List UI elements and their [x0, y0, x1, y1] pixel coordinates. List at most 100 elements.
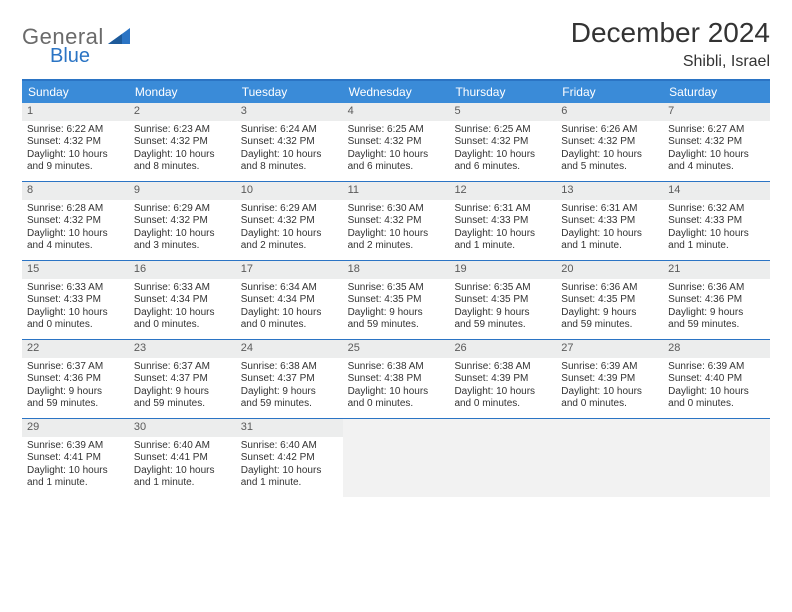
calendar-day: 17Sunrise: 6:34 AMSunset: 4:34 PMDayligh… [236, 261, 343, 339]
day-number: 3 [236, 103, 343, 121]
calendar-day: 25Sunrise: 6:38 AMSunset: 4:38 PMDayligh… [343, 340, 450, 418]
day-d1: Daylight: 9 hours [668, 307, 765, 320]
calendar-day: 4Sunrise: 6:25 AMSunset: 4:32 PMDaylight… [343, 103, 450, 181]
day-d1: Daylight: 10 hours [241, 465, 338, 478]
day-d1: Daylight: 9 hours [454, 307, 551, 320]
calendar-day: 5Sunrise: 6:25 AMSunset: 4:32 PMDaylight… [449, 103, 556, 181]
calendar-week: 29Sunrise: 6:39 AMSunset: 4:41 PMDayligh… [22, 419, 770, 497]
calendar-day: 10Sunrise: 6:29 AMSunset: 4:32 PMDayligh… [236, 182, 343, 260]
day-content: Sunrise: 6:25 AMSunset: 4:32 PMDaylight:… [343, 121, 450, 179]
day-content: Sunrise: 6:39 AMSunset: 4:41 PMDaylight:… [22, 437, 129, 495]
day-d1: Daylight: 10 hours [454, 386, 551, 399]
day-number: 6 [556, 103, 663, 121]
day-d2: and 1 minute. [241, 477, 338, 490]
day-content: Sunrise: 6:36 AMSunset: 4:36 PMDaylight:… [663, 279, 770, 337]
day-number: 18 [343, 261, 450, 279]
calendar-day: 14Sunrise: 6:32 AMSunset: 4:33 PMDayligh… [663, 182, 770, 260]
day-d1: Daylight: 10 hours [241, 228, 338, 241]
day-ss: Sunset: 4:37 PM [241, 373, 338, 386]
day-d1: Daylight: 10 hours [454, 228, 551, 241]
day-number: 26 [449, 340, 556, 358]
day-d2: and 59 minutes. [27, 398, 124, 411]
day-sr: Sunrise: 6:31 AM [561, 203, 658, 216]
day-d2: and 1 minute. [561, 240, 658, 253]
day-number: 1 [22, 103, 129, 121]
day-d1: Daylight: 10 hours [454, 149, 551, 162]
day-ss: Sunset: 4:32 PM [241, 136, 338, 149]
day-ss: Sunset: 4:40 PM [668, 373, 765, 386]
day-content: Sunrise: 6:30 AMSunset: 4:32 PMDaylight:… [343, 200, 450, 258]
day-sr: Sunrise: 6:39 AM [561, 361, 658, 374]
dow-sunday: Sunday [22, 81, 129, 103]
day-number: 28 [663, 340, 770, 358]
day-content: Sunrise: 6:40 AMSunset: 4:41 PMDaylight:… [129, 437, 236, 495]
day-number: 29 [22, 419, 129, 437]
dow-tuesday: Tuesday [236, 81, 343, 103]
day-sr: Sunrise: 6:37 AM [27, 361, 124, 374]
day-d2: and 0 minutes. [241, 319, 338, 332]
logo-triangle-icon [108, 28, 130, 51]
day-d2: and 0 minutes. [668, 398, 765, 411]
day-d1: Daylight: 10 hours [348, 228, 445, 241]
day-sr: Sunrise: 6:26 AM [561, 124, 658, 137]
day-ss: Sunset: 4:32 PM [27, 136, 124, 149]
day-d2: and 0 minutes. [134, 319, 231, 332]
day-content: Sunrise: 6:29 AMSunset: 4:32 PMDaylight:… [236, 200, 343, 258]
day-d2: and 8 minutes. [241, 161, 338, 174]
day-ss: Sunset: 4:33 PM [668, 215, 765, 228]
day-content: Sunrise: 6:39 AMSunset: 4:40 PMDaylight:… [663, 358, 770, 416]
day-sr: Sunrise: 6:24 AM [241, 124, 338, 137]
day-ss: Sunset: 4:41 PM [134, 452, 231, 465]
calendar-week: 1Sunrise: 6:22 AMSunset: 4:32 PMDaylight… [22, 103, 770, 182]
day-sr: Sunrise: 6:36 AM [668, 282, 765, 295]
dow-thursday: Thursday [449, 81, 556, 103]
calendar-day-empty [663, 419, 770, 497]
day-ss: Sunset: 4:32 PM [241, 215, 338, 228]
calendar-week: 22Sunrise: 6:37 AMSunset: 4:36 PMDayligh… [22, 340, 770, 419]
day-content: Sunrise: 6:40 AMSunset: 4:42 PMDaylight:… [236, 437, 343, 495]
calendar-day: 29Sunrise: 6:39 AMSunset: 4:41 PMDayligh… [22, 419, 129, 497]
calendar: Sunday Monday Tuesday Wednesday Thursday… [22, 79, 770, 497]
day-content: Sunrise: 6:32 AMSunset: 4:33 PMDaylight:… [663, 200, 770, 258]
day-d2: and 4 minutes. [668, 161, 765, 174]
day-sr: Sunrise: 6:38 AM [241, 361, 338, 374]
day-d1: Daylight: 9 hours [561, 307, 658, 320]
day-content: Sunrise: 6:33 AMSunset: 4:34 PMDaylight:… [129, 279, 236, 337]
day-sr: Sunrise: 6:27 AM [668, 124, 765, 137]
month-title: December 2024 [571, 18, 770, 49]
day-number: 7 [663, 103, 770, 121]
calendar-day: 15Sunrise: 6:33 AMSunset: 4:33 PMDayligh… [22, 261, 129, 339]
day-ss: Sunset: 4:37 PM [134, 373, 231, 386]
calendar-day: 1Sunrise: 6:22 AMSunset: 4:32 PMDaylight… [22, 103, 129, 181]
day-content: Sunrise: 6:27 AMSunset: 4:32 PMDaylight:… [663, 121, 770, 179]
calendar-day: 27Sunrise: 6:39 AMSunset: 4:39 PMDayligh… [556, 340, 663, 418]
calendar-day: 24Sunrise: 6:38 AMSunset: 4:37 PMDayligh… [236, 340, 343, 418]
calendar-week: 15Sunrise: 6:33 AMSunset: 4:33 PMDayligh… [22, 261, 770, 340]
calendar-day: 28Sunrise: 6:39 AMSunset: 4:40 PMDayligh… [663, 340, 770, 418]
day-ss: Sunset: 4:32 PM [27, 215, 124, 228]
day-sr: Sunrise: 6:30 AM [348, 203, 445, 216]
dow-wednesday: Wednesday [343, 81, 450, 103]
day-number: 27 [556, 340, 663, 358]
day-content: Sunrise: 6:36 AMSunset: 4:35 PMDaylight:… [556, 279, 663, 337]
day-sr: Sunrise: 6:31 AM [454, 203, 551, 216]
day-content: Sunrise: 6:25 AMSunset: 4:32 PMDaylight:… [449, 121, 556, 179]
day-d1: Daylight: 10 hours [27, 228, 124, 241]
calendar-week: 8Sunrise: 6:28 AMSunset: 4:32 PMDaylight… [22, 182, 770, 261]
day-sr: Sunrise: 6:37 AM [134, 361, 231, 374]
day-content: Sunrise: 6:38 AMSunset: 4:37 PMDaylight:… [236, 358, 343, 416]
day-ss: Sunset: 4:32 PM [134, 215, 231, 228]
day-d2: and 1 minute. [27, 477, 124, 490]
calendar-day: 7Sunrise: 6:27 AMSunset: 4:32 PMDaylight… [663, 103, 770, 181]
calendar-day: 3Sunrise: 6:24 AMSunset: 4:32 PMDaylight… [236, 103, 343, 181]
day-content: Sunrise: 6:31 AMSunset: 4:33 PMDaylight:… [556, 200, 663, 258]
calendar-day: 9Sunrise: 6:29 AMSunset: 4:32 PMDaylight… [129, 182, 236, 260]
calendar-day: 8Sunrise: 6:28 AMSunset: 4:32 PMDaylight… [22, 182, 129, 260]
day-d1: Daylight: 10 hours [348, 149, 445, 162]
day-content: Sunrise: 6:37 AMSunset: 4:37 PMDaylight:… [129, 358, 236, 416]
day-d1: Daylight: 10 hours [668, 228, 765, 241]
day-d2: and 9 minutes. [27, 161, 124, 174]
day-d1: Daylight: 10 hours [134, 465, 231, 478]
logo-text: General Blue [22, 26, 104, 66]
day-number: 20 [556, 261, 663, 279]
